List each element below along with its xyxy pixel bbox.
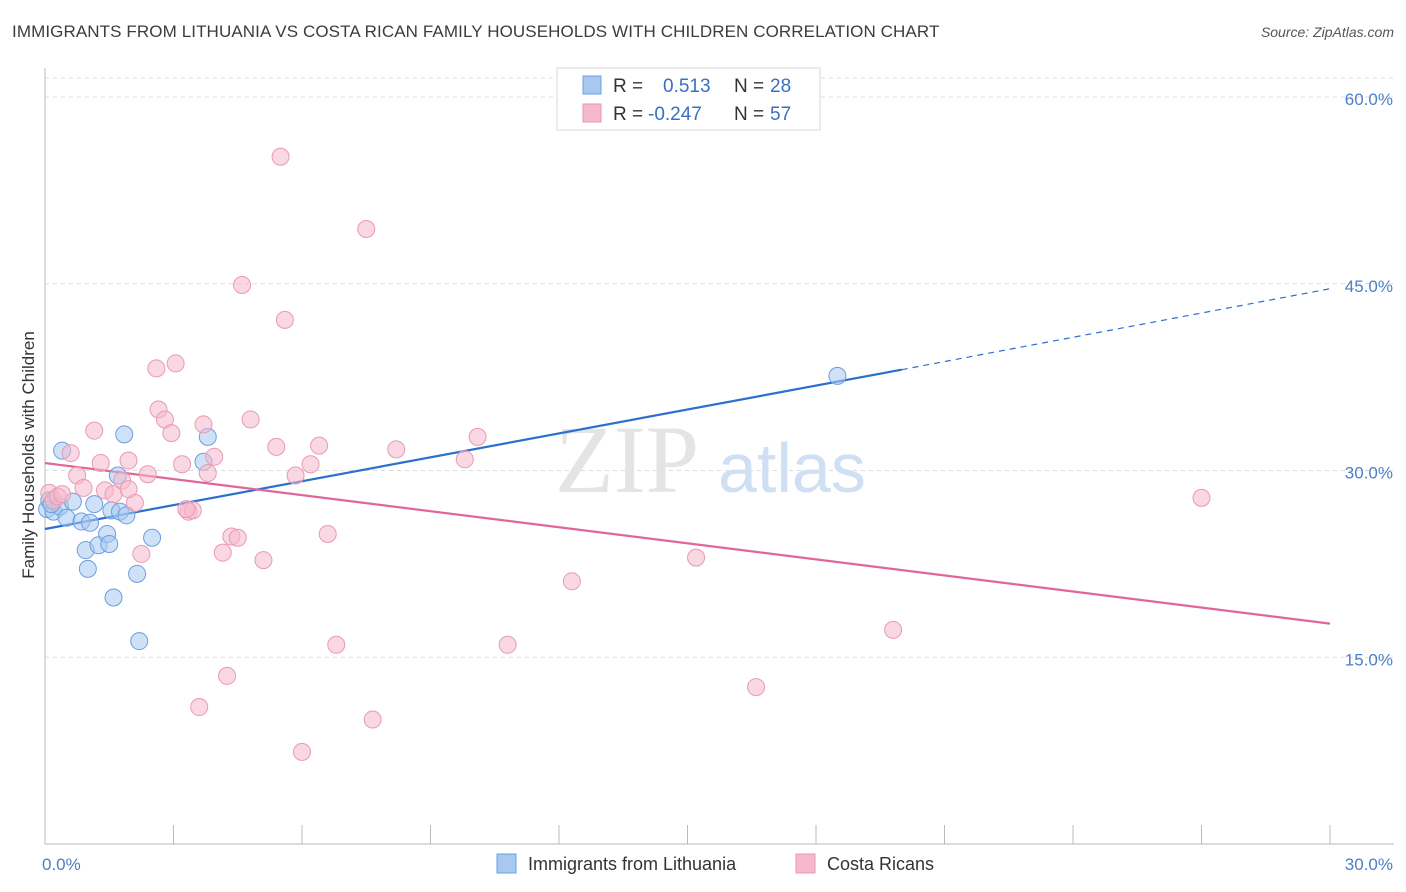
point-s0-5: [57, 508, 76, 527]
point-s0-21: [128, 564, 147, 583]
y-tick-label-3: 60.0%: [1345, 90, 1393, 109]
series-legend: Immigrants from Lithuania Costa Ricans: [496, 853, 934, 874]
legend-swatch-costa-rica: [582, 103, 602, 123]
point-s1-55: [119, 480, 138, 499]
legend-n-value-1: 28: [770, 76, 791, 97]
point-s1-4: [61, 444, 80, 463]
watermark-atlas: atlas: [718, 429, 866, 507]
point-s1-49: [498, 635, 517, 654]
watermark-zip: ZIP: [555, 406, 699, 513]
x-tick-label-1: 30.0%: [1345, 855, 1393, 874]
point-s1-33: [241, 410, 260, 429]
point-s0-20: [117, 506, 136, 525]
point-s1-53: [884, 620, 903, 639]
x-tick-labels: 0.0% 30.0%: [42, 855, 1393, 874]
point-s1-26: [198, 463, 217, 482]
point-s1-56: [177, 500, 196, 519]
point-s1-52: [747, 678, 766, 697]
point-s0-10: [80, 513, 99, 532]
point-s0-23: [143, 528, 162, 547]
point-s1-7: [85, 421, 104, 440]
chart-title: IMMIGRANTS FROM LITHUANIA VS COSTA RICAN…: [12, 22, 940, 41]
point-s1-38: [301, 455, 320, 474]
point-s1-35: [267, 437, 286, 456]
correlation-legend: R = 0.513 N = 28 R = -0.247 N = 57: [556, 67, 821, 131]
point-s1-36: [275, 310, 294, 329]
point-s1-34: [254, 551, 273, 570]
watermark: ZIP atlas: [555, 406, 866, 513]
point-s0-16: [104, 588, 123, 607]
point-s1-48: [468, 427, 487, 446]
point-s1-25: [194, 415, 213, 434]
point-s1-20: [166, 354, 185, 373]
point-s1-27: [205, 447, 224, 466]
point-s1-14: [132, 544, 151, 563]
legend-r-value-1: 0.513: [663, 76, 711, 97]
series-label-lithuania: Immigrants from Lithuania: [528, 854, 737, 874]
trend-line-ext-0: [901, 288, 1331, 371]
point-s1-51: [687, 548, 706, 567]
point-s1-39: [310, 436, 329, 455]
point-s1-19: [162, 424, 181, 443]
chart-source: Source: ZipAtlas.com: [1260, 24, 1394, 40]
point-s1-31: [228, 528, 247, 547]
point-s0-19: [115, 425, 134, 444]
point-s1-12: [119, 451, 138, 470]
y-tick-label-1: 30.0%: [1345, 464, 1393, 483]
legend-n-label-1: N =: [734, 76, 764, 97]
axes: [44, 68, 1394, 845]
point-s1-43: [293, 742, 311, 761]
legend-swatch-lithuania: [582, 75, 602, 95]
point-s1-6: [74, 478, 93, 497]
point-s1-3: [53, 485, 72, 504]
point-s1-32: [233, 275, 252, 294]
data-points: [38, 147, 1211, 761]
trend-line-1: [44, 461, 1331, 625]
point-s1-40: [318, 524, 337, 543]
point-s1-50: [562, 572, 581, 591]
point-s0-26: [828, 366, 847, 385]
point-s1-37: [286, 466, 305, 485]
legend-r-value-2: -0.247: [648, 104, 702, 125]
grid-lines: [45, 77, 1394, 658]
point-s1-47: [455, 450, 474, 469]
point-s1-8: [91, 454, 110, 473]
x-tick-label-0: 0.0%: [42, 855, 81, 874]
legend-n-value-2: 57: [770, 104, 791, 125]
point-s0-9: [78, 559, 97, 578]
point-s1-46: [387, 440, 406, 459]
point-s1-54: [1192, 488, 1211, 507]
series-swatch-lithuania: [496, 853, 517, 874]
point-s1-21: [173, 455, 192, 474]
point-s1-44: [357, 219, 376, 238]
series-swatch-costa-rica: [795, 853, 816, 874]
y-tick-labels: 15.0% 30.0% 45.0% 60.0%: [1345, 90, 1393, 669]
point-s1-24: [190, 698, 209, 717]
series-label-costa-rica: Costa Ricans: [827, 854, 934, 874]
point-s1-29: [218, 666, 237, 685]
point-s0-22: [130, 632, 149, 651]
legend-r-label-2: R =: [613, 104, 643, 125]
point-s1-16: [147, 359, 166, 378]
point-s1-28: [213, 543, 232, 562]
legend-n-label-2: N =: [734, 104, 764, 125]
point-s0-14: [100, 534, 119, 553]
y-tick-label-0: 15.0%: [1345, 650, 1393, 669]
point-s1-42: [271, 147, 290, 166]
point-s1-45: [363, 710, 382, 729]
point-s1-41: [327, 635, 346, 654]
y-axis-label: Family Households with Children: [19, 331, 38, 579]
point-s1-15: [138, 465, 157, 484]
legend-r-label-1: R =: [613, 76, 643, 97]
point-s0-11: [85, 495, 104, 514]
y-tick-label-2: 45.0%: [1345, 277, 1393, 296]
